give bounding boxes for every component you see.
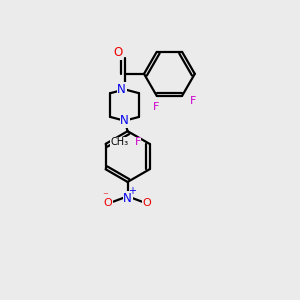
- Text: +: +: [128, 186, 136, 196]
- Text: F: F: [134, 137, 141, 147]
- Text: N: N: [117, 83, 126, 96]
- Text: N: N: [120, 114, 129, 127]
- Text: CH₃: CH₃: [111, 137, 129, 147]
- Text: F: F: [153, 102, 159, 112]
- Text: O: O: [113, 46, 123, 59]
- Text: F: F: [190, 96, 196, 106]
- Text: N: N: [123, 192, 132, 205]
- Text: ⁻: ⁻: [102, 191, 108, 201]
- Text: O: O: [103, 198, 112, 208]
- Text: O: O: [142, 198, 151, 208]
